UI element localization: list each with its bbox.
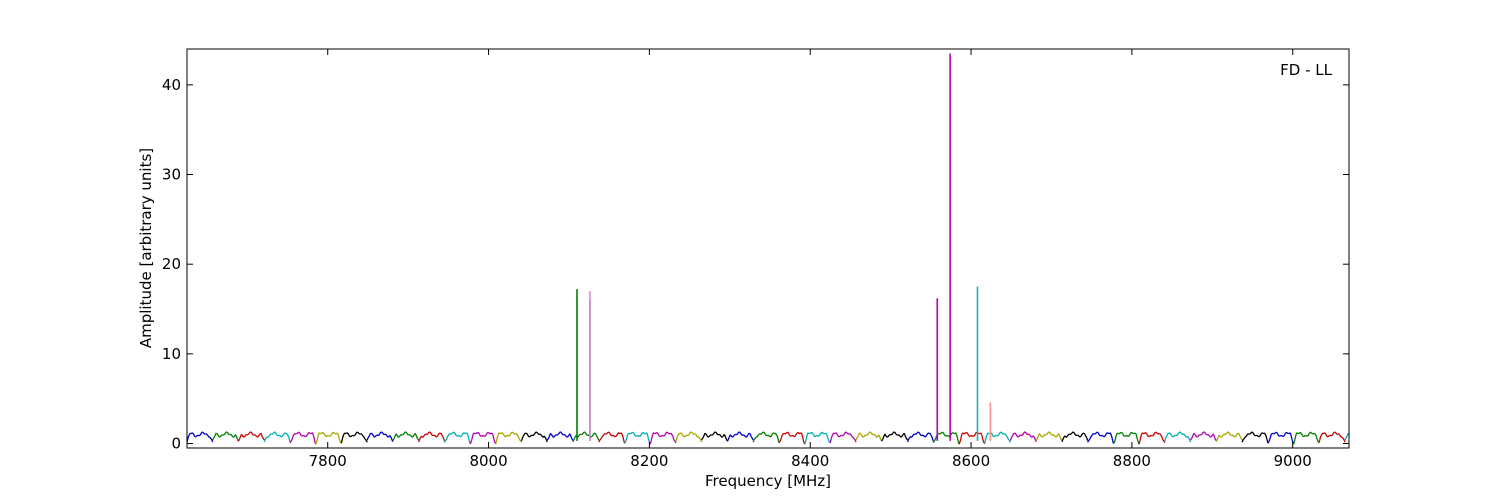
channel-series-line <box>958 431 986 445</box>
channel-series-line <box>1164 431 1192 443</box>
x-tick-label: 8800 <box>1113 452 1151 470</box>
channel-series-line <box>726 431 754 442</box>
channel-series-line <box>546 431 574 441</box>
y-tick-label: 0 <box>171 435 181 453</box>
channel-series-line <box>392 431 420 441</box>
channel-series-line <box>1190 431 1217 442</box>
channel-series-line <box>1035 431 1063 441</box>
channel-series-line <box>212 431 240 442</box>
channel-series-line <box>1061 431 1089 443</box>
y-tick-label: 40 <box>162 76 181 94</box>
channel-series-line <box>263 431 291 443</box>
channel-series-line <box>289 431 317 445</box>
axis-ticks: 7800 8000 8200 8400 8600 8800 9000 0 10 20 30 40 <box>162 49 1349 470</box>
channel-series-line <box>315 431 342 445</box>
channel-series-line <box>1241 431 1269 443</box>
y-tick-label: 20 <box>162 255 181 273</box>
channel-series-line <box>187 431 214 443</box>
channel-series-line <box>649 431 677 445</box>
x-tick-label: 8000 <box>469 452 507 470</box>
channel-series-line <box>1087 431 1115 444</box>
channel-series-line <box>778 431 806 445</box>
plot-area <box>187 53 1349 445</box>
channel-series-line <box>752 431 780 443</box>
y-axis-label: Amplitude [arbitrary units] <box>137 148 155 348</box>
y-tick-label: 10 <box>162 345 181 363</box>
channel-series-line <box>1138 431 1166 445</box>
x-tick-label: 8400 <box>791 452 829 470</box>
channel-series-line <box>1215 431 1243 442</box>
x-tick-label: 8200 <box>630 452 668 470</box>
channel-series-line <box>1292 431 1320 445</box>
channel-series-line <box>1112 431 1140 445</box>
channel-series-line <box>237 431 265 442</box>
channel-series-line <box>906 431 934 443</box>
channel-series-line <box>495 431 523 444</box>
x-tick-label: 7800 <box>309 452 347 470</box>
channel-series-line <box>417 431 445 443</box>
channel-series-line <box>469 431 497 445</box>
channel-series-line <box>701 431 728 442</box>
channel-series-line <box>520 431 548 443</box>
channel-series-line <box>366 431 394 442</box>
channel-series-line <box>829 431 857 443</box>
channel-series-line <box>881 431 909 442</box>
channel-series-line <box>1318 431 1346 443</box>
channel-series-line <box>598 431 626 444</box>
channel-series-line <box>984 431 1012 444</box>
channel-series-line <box>340 431 368 444</box>
channel-series-line <box>1009 431 1037 443</box>
channel-series-line <box>675 431 703 443</box>
x-tick-label: 9000 <box>1274 452 1312 470</box>
x-axis-label: Frequency [MHz] <box>705 472 831 490</box>
x-tick-label: 8600 <box>952 452 990 470</box>
channel-series-line <box>623 431 651 445</box>
channel-series-line <box>855 431 883 442</box>
plot-annotation: FD - LL <box>1280 61 1332 79</box>
channel-series-line <box>803 431 831 445</box>
channel-series-line <box>443 431 471 444</box>
axes-frame <box>186 48 1350 449</box>
y-tick-label: 30 <box>162 166 181 184</box>
channel-series-line <box>1267 431 1295 445</box>
